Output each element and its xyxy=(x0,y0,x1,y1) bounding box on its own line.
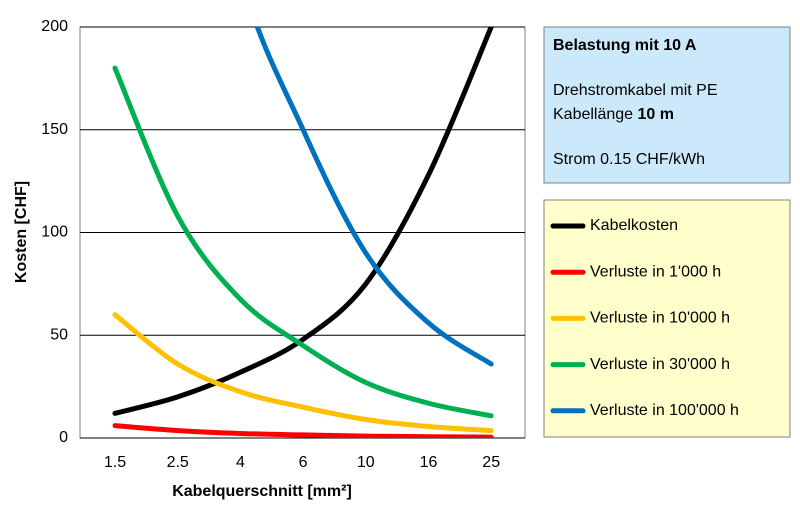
info-line: Kabellänge 10 m xyxy=(553,106,674,123)
info-text: Kabellänge xyxy=(553,106,633,123)
info-line: Drehstromkabel mit PE xyxy=(553,82,718,99)
x-tick-label: 6 xyxy=(299,454,308,471)
y-tick-label: 150 xyxy=(41,121,68,138)
info-bold: 10 m xyxy=(638,106,674,123)
series-line xyxy=(112,27,494,416)
legend-label: Verluste in 1'000 h xyxy=(590,263,721,280)
series-line xyxy=(254,27,494,367)
legend-label: Verluste in 30'000 h xyxy=(590,356,730,373)
series-line xyxy=(112,312,494,434)
legend-label: Verluste in 100'000 h xyxy=(590,402,739,419)
x-tick-label: 25 xyxy=(482,454,500,471)
x-tick-label: 2.5 xyxy=(167,454,189,471)
x-tick-label: 16 xyxy=(420,454,438,471)
y-tick-label: 200 xyxy=(41,18,68,35)
y-tick-label: 0 xyxy=(59,429,68,446)
info-line: Strom 0.15 CHF/kWh xyxy=(553,151,705,168)
info-heading: Belastung mit 10 A xyxy=(553,37,697,54)
series-line xyxy=(112,423,494,438)
x-axis-label: Kabelquerschnitt [mm²] xyxy=(172,483,352,500)
y-axis-label: Kosten [CHF] xyxy=(13,181,30,283)
x-tick-label: 1.5 xyxy=(104,454,126,471)
x-tick-label: 4 xyxy=(236,454,245,471)
legend-label: Verluste in 10'000 h xyxy=(590,310,730,327)
y-tick-label: 50 xyxy=(50,326,68,343)
series-line xyxy=(112,65,494,419)
series-group xyxy=(112,27,494,438)
info-box xyxy=(543,26,791,184)
legend-label: Kabelkosten xyxy=(590,217,678,234)
x-tick-label: 10 xyxy=(357,454,375,471)
y-tick-label: 100 xyxy=(41,224,68,241)
